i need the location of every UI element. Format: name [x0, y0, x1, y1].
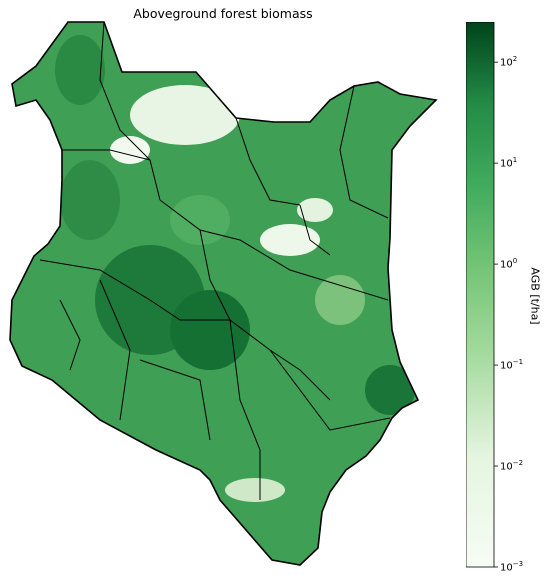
colorbar-tick-label: 10−1	[500, 358, 524, 372]
colorbar-tick-label: 10−2	[500, 459, 524, 473]
mid-zone-central-north	[170, 195, 230, 245]
colorbar-gradient	[465, 21, 495, 568]
dry-zone-south	[225, 478, 285, 502]
colorbar-tick-label: 101	[500, 156, 518, 170]
forest-zone-westcentral	[60, 160, 120, 240]
biomass-map	[9, 21, 437, 566]
forest-zone-coast	[365, 365, 415, 415]
colorbar-label: AGB [t/ha]	[528, 267, 542, 325]
forest-zone-central	[170, 290, 250, 370]
colorbar-tick-label: 100	[500, 257, 518, 271]
dry-zone-east	[260, 224, 320, 256]
forest-zone-northwest	[55, 35, 105, 105]
county-boundaries	[39, 22, 391, 500]
colorbar-tick-label: 102	[500, 55, 518, 69]
dry-zone-northeast	[297, 198, 333, 222]
colorbar-ticks	[494, 61, 498, 568]
colorbar-tick-label: 10−3	[500, 560, 524, 574]
dry-zone-north	[130, 85, 240, 145]
mid-zone-east	[315, 275, 365, 325]
colorbar	[465, 21, 546, 574]
chart-title: Aboveground forest biomass	[133, 6, 313, 21]
